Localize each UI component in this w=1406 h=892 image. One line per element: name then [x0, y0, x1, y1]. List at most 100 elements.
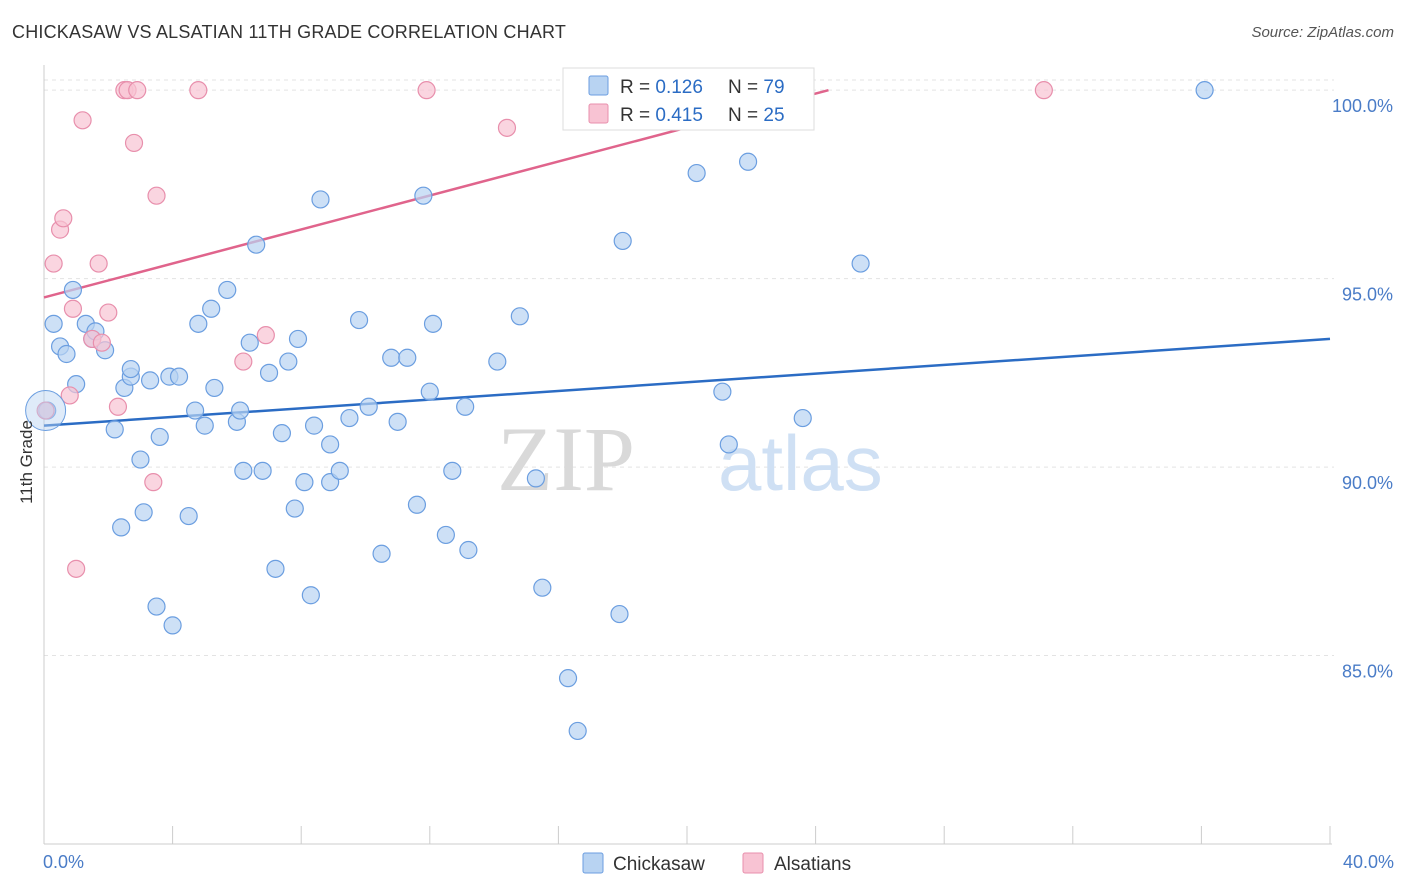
- svg-text:N = 79: N = 79: [728, 77, 785, 98]
- point-chickasaw-1: [44, 314, 63, 333]
- point-chickasaw-52: [372, 544, 391, 563]
- point-chickasaw-62: [456, 397, 475, 416]
- point-chickasaw-23: [179, 506, 198, 526]
- point-chickasaw-34: [247, 235, 266, 254]
- x-tick-label-max: 40.0%: [1343, 852, 1394, 872]
- point-chickasaw-57: [414, 186, 433, 205]
- legend-n-label-chickasaw: N =: [728, 77, 763, 98]
- point-chickasaw-58: [420, 382, 439, 401]
- bottom-legend-label-chickasaw: Chickasaw: [613, 854, 705, 875]
- point-chickasaw-18: [147, 597, 166, 616]
- point-chickasaw-54: [388, 412, 407, 431]
- point-chickasaw-50: [349, 310, 369, 330]
- source-credit: Source: ZipAtlas.com: [1251, 24, 1394, 41]
- axes: 85.0% 90.0% 95.0% 100.0%: [43, 65, 1393, 845]
- point-alsatians-23: [497, 118, 517, 137]
- legend-swatch-alsatians: [588, 103, 609, 124]
- point-chickasaw-49: [340, 408, 359, 428]
- legend-r-label-chickasaw: R =: [620, 77, 655, 98]
- point-chickasaw-10: [105, 420, 124, 439]
- bottom-legend-swatch-chickasaw: [582, 852, 604, 874]
- point-cluster-left: [25, 390, 67, 432]
- point-chickasaw-22: [169, 367, 189, 386]
- point-chickasaw-11: [112, 518, 131, 537]
- point-chickasaw-26: [195, 416, 214, 435]
- point-chickasaw-15: [131, 450, 150, 469]
- y-tick-label-100: 100.0%: [1332, 96, 1393, 116]
- y-axis-title: 11th Grade: [17, 420, 36, 504]
- legend-r-value-chickasaw: 0.126: [655, 77, 703, 98]
- point-chickasaw-28: [205, 378, 224, 398]
- point-chickasaw-39: [279, 352, 298, 371]
- point-chickasaw-14: [121, 359, 140, 379]
- point-alsatians-9: [89, 254, 108, 273]
- y-tick-label-90: 90.0%: [1342, 473, 1393, 493]
- point-chickasaw-42: [295, 473, 314, 492]
- point-alsatians-1: [44, 254, 63, 273]
- point-chickasaw-36: [259, 363, 279, 382]
- point-alsatians-22: [417, 81, 436, 100]
- point-alsatians-12: [108, 397, 128, 416]
- bottom-legend-swatch-alsatians: [742, 852, 764, 874]
- point-alsatians-11: [99, 303, 118, 322]
- point-chickasaw-65: [510, 307, 529, 326]
- svg-text:N = 25: N = 25: [728, 105, 785, 126]
- point-alsatians-24: [1034, 81, 1053, 100]
- point-alsatians-4: [60, 386, 79, 405]
- point-chickasaw-44: [304, 416, 324, 435]
- point-chickasaw-38: [272, 424, 292, 443]
- point-chickasaw-37: [266, 559, 285, 578]
- legend-box: R = 0.126 N = 79 R = 0.415 N = 25: [562, 67, 815, 131]
- point-chickasaw-21: [163, 616, 182, 635]
- chart-title: CHICKASAW VS ALSATIAN 11TH GRADE CORRELA…: [12, 22, 567, 42]
- point-chickasaw-67: [533, 578, 552, 597]
- point-alsatians-0: [36, 401, 55, 420]
- point-chickasaw-74: [719, 435, 738, 454]
- point-alsatians-17: [144, 473, 163, 492]
- point-chickasaw-16: [134, 503, 153, 522]
- point-chickasaw-68: [558, 669, 578, 688]
- point-alsatians-15: [124, 133, 144, 153]
- point-alsatians-3: [54, 209, 73, 228]
- point-chickasaw-40: [285, 499, 304, 518]
- point-alsatians-18: [147, 186, 166, 205]
- data-points: [25, 81, 1214, 741]
- legend-n-value-chickasaw: 79: [763, 77, 784, 98]
- legend-r-value-alsatians: 0.415: [655, 105, 703, 126]
- point-chickasaw-77: [851, 254, 870, 273]
- point-chickasaw-41: [288, 329, 308, 349]
- point-chickasaw-72: [687, 163, 706, 183]
- point-chickasaw-56: [407, 495, 427, 514]
- point-chickasaw-61: [443, 461, 462, 480]
- point-alsatians-6: [67, 559, 86, 578]
- point-alsatians-5: [63, 299, 83, 318]
- point-alsatians-7: [73, 111, 92, 130]
- point-chickasaw-75: [738, 152, 758, 171]
- point-chickasaw-69: [568, 721, 587, 741]
- point-chickasaw-35: [253, 461, 272, 480]
- point-chickasaw-59: [423, 314, 443, 333]
- point-chickasaw-29: [218, 280, 237, 300]
- point-chickasaw-60: [436, 525, 455, 545]
- bottom-legend: Chickasaw Alsatians: [582, 852, 851, 875]
- point-chickasaw-48: [330, 461, 349, 480]
- bottom-legend-label-alsatians: Alsatians: [774, 854, 851, 875]
- point-chickasaw-24: [186, 401, 205, 420]
- point-chickasaw-4: [63, 280, 83, 300]
- point-chickasaw-55: [398, 348, 417, 367]
- point-chickasaw-70: [610, 604, 629, 624]
- point-alsatians-10: [92, 333, 111, 352]
- point-chickasaw-31: [231, 401, 250, 420]
- point-chickasaw-64: [488, 352, 507, 371]
- point-chickasaw-25: [189, 314, 208, 333]
- point-chickasaw-66: [526, 469, 545, 488]
- point-alsatians-19: [189, 81, 208, 100]
- grid-lines: [44, 79, 1334, 657]
- point-chickasaw-71: [613, 231, 632, 251]
- point-chickasaw-32: [234, 461, 253, 480]
- svg-text:R = 0.126: R = 0.126: [620, 77, 703, 98]
- point-alsatians-16: [128, 81, 147, 100]
- legend-n-value-alsatians: 25: [763, 105, 784, 126]
- point-chickasaw-76: [793, 408, 812, 428]
